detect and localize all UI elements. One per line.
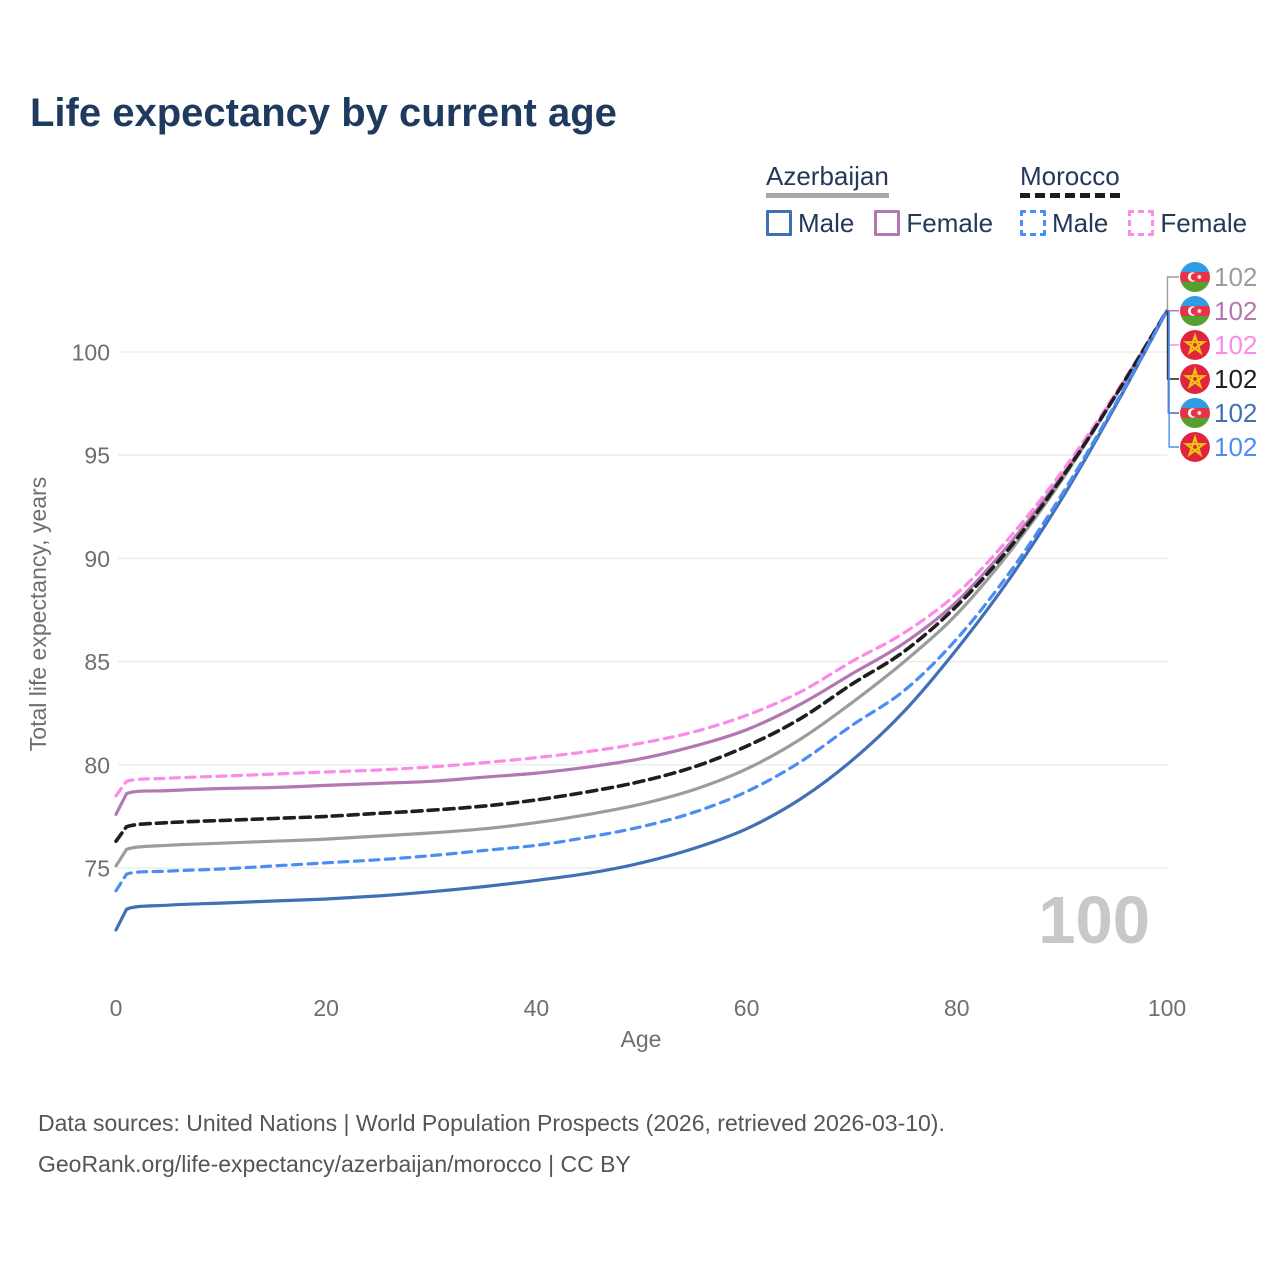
legend-swatch-azerbaijan-male[interactable] (766, 210, 792, 237)
legend-swatch-morocco-female[interactable] (1128, 210, 1155, 237)
x-tick-label: 60 (734, 995, 760, 1021)
end-value-label-az_total: 102 (1214, 262, 1257, 292)
x-axis-title: Age (621, 1026, 662, 1052)
license-line: GeoRank.org/life-expectancy/azerbaijan/m… (38, 1151, 631, 1177)
end-value-label-ma_male: 102 (1214, 432, 1257, 462)
ma-pentagram (1182, 366, 1208, 390)
legend-row-azerbaijan: Male Female (766, 208, 1013, 239)
morocco-flag-art (1180, 330, 1210, 360)
azerbaijan-flag-art (1180, 296, 1210, 326)
y-tick-label: 85 (84, 649, 110, 675)
series-line-az_male[interactable] (114, 309, 1169, 932)
series-line-ma_total[interactable] (114, 308, 1169, 843)
flag-icon-morocco (1180, 330, 1210, 360)
watermark-label: 100 (1038, 883, 1150, 958)
series-line-ma_male[interactable] (114, 309, 1169, 893)
end-value-label-az_female: 102 (1214, 296, 1257, 326)
flag-icon-azerbaijan (1180, 262, 1210, 292)
azerbaijan-flag-art (1180, 398, 1210, 428)
attribution: Data sources: United Nations | World Pop… (38, 1103, 945, 1185)
y-axis-title: Total life expectancy, years (25, 477, 51, 751)
y-tick-label: 100 (72, 340, 110, 366)
leader-lines (1166, 276, 1179, 448)
az-stripe-blue (1180, 262, 1210, 272)
az-stripe-green (1180, 316, 1210, 326)
legend-group-azerbaijan: Azerbaijan Male Female (766, 162, 1013, 239)
y-tick-label: 80 (84, 752, 110, 778)
morocco-flag-art (1180, 364, 1210, 394)
legend-group-morocco: Morocco Male Female (1020, 162, 1267, 239)
az-crescent-cut (1190, 273, 1199, 281)
ma-field (1180, 330, 1210, 360)
az-stripe-green (1180, 282, 1210, 292)
ma-field (1180, 364, 1210, 394)
legend-label-morocco-female[interactable]: Female (1160, 207, 1248, 238)
y-tick-label: 90 (84, 546, 110, 572)
legend-swatch-morocco-male[interactable] (1020, 210, 1046, 237)
legend-row-morocco: Male Female (1020, 208, 1267, 239)
leader-line-az_total (1166, 276, 1179, 311)
x-tick-label: 0 (110, 995, 123, 1021)
series-lines (114, 308, 1169, 932)
y-tick-label: 75 (84, 856, 110, 882)
x-tick-label: 40 (524, 995, 550, 1021)
legend-country-morocco[interactable]: Morocco (1020, 162, 1120, 198)
flag-icon-morocco (1180, 432, 1210, 462)
series-line-ma_female[interactable] (114, 309, 1169, 798)
az-stripe-blue (1180, 398, 1210, 408)
end-value-label-ma_female: 102 (1214, 330, 1257, 360)
legend-label-azerbaijan-female[interactable]: Female (906, 207, 994, 238)
flag-icon-morocco (1180, 364, 1210, 394)
legend-label-morocco-male[interactable]: Male (1052, 207, 1109, 238)
leader-line-ma_female (1168, 310, 1179, 346)
series-line-az_total[interactable] (114, 309, 1169, 868)
leader-line-az_male (1167, 310, 1179, 414)
ma-pentagram (1182, 332, 1208, 356)
az-stripe-green (1180, 418, 1210, 428)
azerbaijan-flag-art (1180, 262, 1210, 292)
az-star (1196, 308, 1203, 314)
leader-line-ma_total (1166, 310, 1179, 380)
legend-country-azerbaijan[interactable]: Azerbaijan (766, 162, 889, 198)
data-sources-line: Data sources: United Nations | World Pop… (38, 1110, 945, 1136)
az-crescent-cut (1190, 409, 1199, 417)
end-value-label-az_male: 102 (1214, 398, 1257, 428)
flag-icon-azerbaijan (1180, 398, 1210, 428)
az-star (1196, 274, 1203, 280)
ma-field (1180, 432, 1210, 462)
az-stripe-blue (1180, 296, 1210, 306)
x-tick-label: 100 (1148, 995, 1186, 1021)
series-line-az_female[interactable] (114, 309, 1169, 816)
morocco-flag-art (1180, 432, 1210, 462)
x-tick-label: 20 (313, 995, 339, 1021)
az-star (1196, 410, 1203, 416)
legend-swatch-azerbaijan-female[interactable] (874, 210, 901, 237)
grid-group: 75 80 85 90 95 100 0 20 40 60 80 100 Age Total life e… (25, 340, 1186, 1053)
legend-label-azerbaijan-male[interactable]: Male (798, 207, 855, 238)
x-tick-label: 80 (944, 995, 970, 1021)
y-tick-label: 95 (84, 443, 110, 469)
end-value-label-ma_total: 102 (1214, 364, 1257, 394)
flag-icon-azerbaijan (1180, 296, 1210, 326)
leader-line-ma_male (1168, 310, 1179, 448)
ma-pentagram (1182, 434, 1208, 458)
page-title: Life expectancy by current age (30, 91, 617, 135)
az-crescent-cut (1190, 307, 1199, 315)
